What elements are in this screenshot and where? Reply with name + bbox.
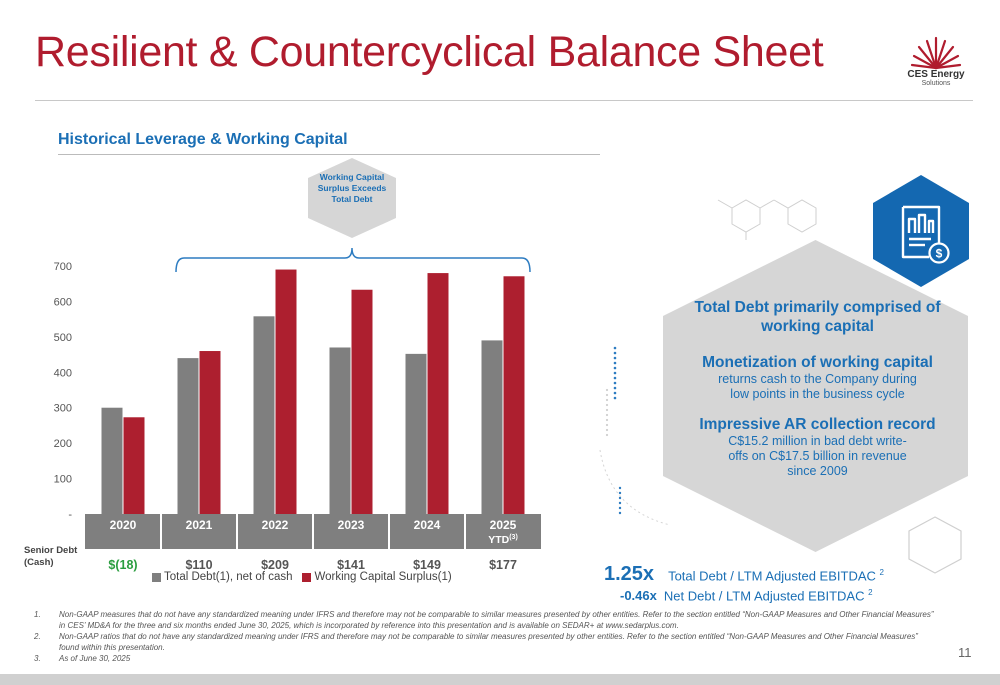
ratio-total-debt: 1.25x Total Debt / LTM Adjusted EBITDAC … <box>604 563 884 586</box>
senior-debt-value: $149 <box>413 558 441 572</box>
document-dollar-icon: $ <box>873 175 969 287</box>
bar-working-capital <box>427 273 449 514</box>
highlight-content: Total Debt primarily comprised of workin… <box>680 298 955 479</box>
senior-debt-value: $209 <box>261 558 289 572</box>
senior-debt-value: $110 <box>185 558 213 572</box>
highlight-3-body: C$15.2 million in bad debt write-offs on… <box>728 434 907 478</box>
title-divider <box>35 100 973 101</box>
x-tick-label: 2023 <box>338 518 365 532</box>
senior-debt-value: $141 <box>337 558 365 572</box>
bar-total-debt <box>101 407 123 514</box>
page-number: 11 <box>958 645 972 660</box>
senior-debt-value: $177 <box>489 558 517 572</box>
footnote: 3. As of June 30, 2025 <box>34 654 131 663</box>
bar-total-debt <box>405 353 427 514</box>
chart-subtitle: Historical Leverage & Working Capital <box>58 131 348 148</box>
decorative-graphics <box>599 199 817 526</box>
bar-working-capital <box>123 417 145 514</box>
bar-total-debt <box>177 358 199 514</box>
highlight-3-heading: Impressive AR collection record <box>699 416 936 433</box>
svg-text:$: $ <box>936 247 943 261</box>
bar-working-capital <box>503 276 525 514</box>
callout-text: Working Capital Surplus Exceeds Total De… <box>317 172 387 204</box>
x-tick-suffix: YTD(3) <box>488 534 518 546</box>
bar-working-capital <box>275 269 297 514</box>
legend-debt: Total Debt(1), net of cash <box>152 571 292 583</box>
senior-debt-label: Senior Debt (Cash) <box>24 545 78 568</box>
ratio-net-debt: -0.46x Net Debt / LTM Adjusted EBITDAC 2 <box>620 588 873 603</box>
y-tick-label: - <box>68 509 72 521</box>
bar-working-capital <box>199 351 221 514</box>
ratio-total-debt-value: 1.25x <box>604 563 655 585</box>
y-tick-label: 300 <box>54 403 72 415</box>
ratio-net-debt-label: Net Debt / LTM Adjusted EBITDAC 2 <box>663 588 873 604</box>
x-tick-label: 2020 <box>110 518 137 532</box>
footnotes: 1. Non-GAAP measures that do not have any… <box>34 610 934 666</box>
senior-debt-value: $(18) <box>108 558 138 572</box>
footer-band <box>0 674 1000 685</box>
y-tick-label: 500 <box>54 332 72 344</box>
y-tick-label: 200 <box>54 438 72 450</box>
bar-total-debt <box>329 347 351 514</box>
logo-name: CES Energy <box>907 69 965 80</box>
highlight-2-body: returns cash to the Company during low p… <box>718 372 917 401</box>
ces-logo-icon <box>910 36 962 70</box>
footnote: 1. Non-GAAP measures that do not have any… <box>34 610 934 630</box>
bar-total-debt <box>253 316 275 514</box>
y-tick-label: 400 <box>54 367 72 379</box>
chart-bracket <box>175 247 531 273</box>
highlight-1-heading: Total Debt primarily comprised of workin… <box>694 299 941 335</box>
footnote: 2. Non-GAAP ratios that do not have any s… <box>34 632 918 652</box>
y-tick-label: 100 <box>54 474 72 486</box>
bar-total-debt <box>481 340 503 514</box>
legend-working-capital: Working Capital Surplus(1) <box>302 571 452 583</box>
callout-hexagon <box>308 158 396 238</box>
x-tick-label: 2021 <box>186 518 213 532</box>
chart-legend: Total Debt(1), net of cash Working Capit… <box>152 571 462 583</box>
y-tick-label: 700 <box>54 261 72 273</box>
highlight-2-heading: Monetization of working capital <box>702 354 933 371</box>
ratio-net-debt-value: -0.46x <box>620 588 657 604</box>
highlight-hexagon <box>663 240 968 552</box>
y-tick-label: 600 <box>54 296 72 308</box>
x-tick-label: 2024 <box>414 518 441 532</box>
bar-working-capital <box>351 289 373 514</box>
page-title: Resilient & Countercyclical Balance Shee… <box>35 28 824 76</box>
ratio-total-debt-label: Total Debt / LTM Adjusted EBITDAC 2 <box>668 567 884 583</box>
outline-hexagon-decoration <box>908 516 962 574</box>
x-tick-label: 2025 <box>490 518 517 532</box>
subtitle-divider <box>58 154 600 155</box>
logo-sub: Solutions <box>921 80 951 87</box>
x-tick-label: 2022 <box>262 518 289 532</box>
